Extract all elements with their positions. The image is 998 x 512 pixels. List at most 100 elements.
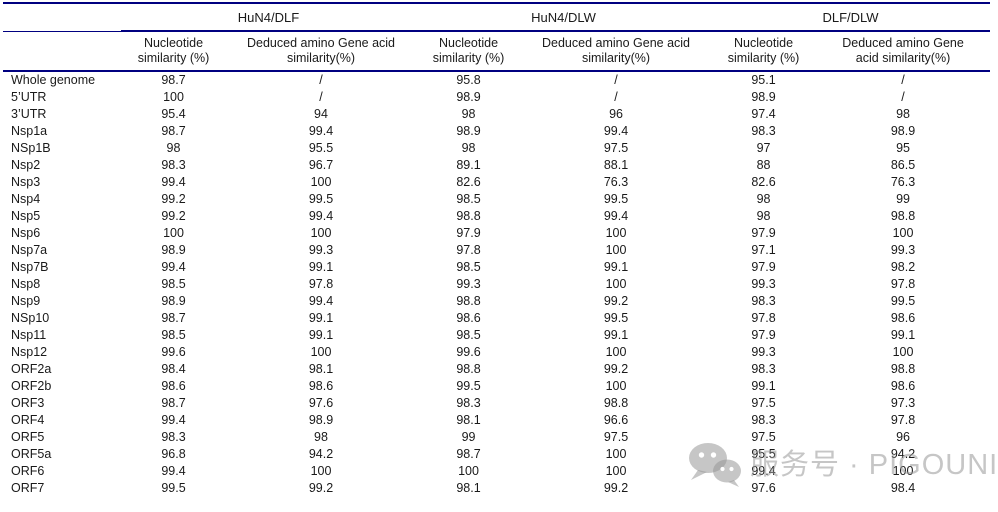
cell-value: 98.9 bbox=[890, 124, 916, 138]
cell-value: 95.5 bbox=[751, 447, 776, 461]
table-row: ORF2b 98.6 98.6 99.5 100 99.1 98.6 bbox=[3, 378, 990, 395]
cell-value: 98.1 bbox=[456, 413, 481, 427]
row-label: ORF7 bbox=[11, 481, 45, 495]
cell-value: 99.5 bbox=[603, 192, 629, 206]
cell-value: 97.5 bbox=[603, 141, 629, 155]
table-row: Nsp7B 99.4 99.1 98.5 99.1 97.9 98.2 bbox=[3, 259, 990, 276]
cell-value: 99.1 bbox=[308, 260, 334, 274]
cell-value: 100 bbox=[892, 345, 914, 359]
column-header: Deduced amino Gene acid similarity(%) bbox=[226, 31, 417, 72]
cell-value: 99.4 bbox=[603, 209, 629, 223]
cell-value: 98 bbox=[461, 141, 476, 155]
cell-value: 100 bbox=[605, 226, 627, 240]
group-header-row: HuN4/DLF HuN4/DLW DLF/DLW bbox=[3, 2, 991, 32]
cell-value: 98.9 bbox=[161, 243, 186, 257]
cell-value: 99.4 bbox=[751, 464, 776, 478]
cell-value: 98.9 bbox=[751, 90, 776, 104]
table-row: Nsp8 98.5 97.8 99.3 100 99.3 97.8 bbox=[3, 276, 990, 293]
cell-value: 99.4 bbox=[308, 209, 334, 223]
cell-value: 98.7 bbox=[161, 396, 186, 410]
cell-value: 88 bbox=[756, 158, 771, 172]
cell-value: 98.7 bbox=[161, 124, 186, 138]
cell-value: 98.6 bbox=[161, 379, 186, 393]
cell-value: / bbox=[901, 90, 905, 104]
cell-value: 97.3 bbox=[890, 396, 916, 410]
table-row: ORF7 99.5 99.2 98.1 99.2 97.6 98.4 bbox=[3, 480, 990, 497]
cell-value: 100 bbox=[892, 464, 914, 478]
cell-value: 98.7 bbox=[161, 73, 186, 87]
cell-value: 95.8 bbox=[456, 73, 481, 87]
cell-value: 100 bbox=[605, 277, 627, 291]
cell-value: 98.9 bbox=[161, 294, 186, 308]
cell-value: 94 bbox=[314, 107, 328, 121]
cell-value: 99.6 bbox=[161, 345, 186, 359]
table-row: Nsp11 98.5 99.1 98.5 99.1 97.9 99.1 bbox=[3, 327, 990, 344]
cell-value: 97.5 bbox=[751, 396, 776, 410]
cell-value: 99.3 bbox=[308, 243, 334, 257]
row-label: Nsp1a bbox=[11, 124, 48, 138]
cell-value: 98.6 bbox=[308, 379, 334, 393]
row-label: Nsp3 bbox=[11, 175, 41, 189]
table-row: Nsp5 99.2 99.4 98.8 99.4 98 98.8 bbox=[3, 208, 990, 225]
cell-value: 99.5 bbox=[308, 192, 334, 206]
cell-value: 99.4 bbox=[161, 260, 186, 274]
cell-value: 98.6 bbox=[456, 311, 481, 325]
cell-value: 98.1 bbox=[308, 362, 334, 376]
row-label: ORF5a bbox=[11, 447, 52, 461]
cell-value: 99.2 bbox=[161, 209, 186, 223]
cell-value: 100 bbox=[310, 464, 332, 478]
cell-value: 97.9 bbox=[751, 328, 776, 342]
cell-value: 97.8 bbox=[456, 243, 481, 257]
row-label: ORF4 bbox=[11, 413, 45, 427]
cell-value: 82.6 bbox=[456, 175, 481, 189]
cell-value: 100 bbox=[163, 226, 184, 240]
cell-value: 100 bbox=[310, 175, 332, 189]
cell-value: 98.8 bbox=[456, 209, 481, 223]
cell-value: 99.4 bbox=[308, 124, 334, 138]
cell-value: / bbox=[614, 73, 618, 87]
row-label: Nsp2 bbox=[11, 158, 41, 172]
cell-value: 100 bbox=[605, 447, 627, 461]
column-header: Nucleotide similarity (%) bbox=[711, 31, 817, 72]
cell-value: 98.8 bbox=[890, 362, 916, 376]
cell-value: 97.8 bbox=[751, 311, 776, 325]
cell-value: 95.4 bbox=[161, 107, 186, 121]
cell-value: 95.5 bbox=[308, 141, 334, 155]
cell-value: 97.5 bbox=[603, 430, 629, 444]
cell-value: 98.9 bbox=[308, 413, 334, 427]
cell-value: 100 bbox=[892, 226, 914, 240]
cell-value: 99.4 bbox=[161, 413, 186, 427]
cell-value: 99.5 bbox=[890, 294, 916, 308]
group-header: DLF/DLW bbox=[711, 2, 991, 32]
cell-value: 98 bbox=[314, 430, 328, 444]
cell-value: 99.4 bbox=[308, 294, 334, 308]
cell-value: 97.5 bbox=[751, 430, 776, 444]
row-label: Nsp9 bbox=[11, 294, 41, 308]
row-label: Nsp5 bbox=[11, 209, 41, 223]
row-label: 3’UTR bbox=[11, 107, 47, 121]
cell-value: 98.6 bbox=[890, 311, 916, 325]
table-row: NSp1B 98 95.5 98 97.5 97 95 bbox=[3, 140, 990, 157]
cell-value: 98.3 bbox=[751, 362, 776, 376]
cell-value: 99.4 bbox=[161, 175, 186, 189]
cell-value: 98.9 bbox=[456, 124, 481, 138]
cell-value: 97.9 bbox=[456, 226, 481, 240]
cell-value: 98.7 bbox=[161, 311, 186, 325]
cell-value: 88.1 bbox=[603, 158, 629, 172]
table-row: Nsp9 98.9 99.4 98.8 99.2 98.3 99.5 bbox=[3, 293, 990, 310]
cell-value: 82.6 bbox=[751, 175, 776, 189]
cell-value: 100 bbox=[605, 243, 627, 257]
cell-value: 99.2 bbox=[603, 294, 629, 308]
row-label: NSp1B bbox=[11, 141, 51, 155]
cell-value: 100 bbox=[310, 345, 332, 359]
row-label: Nsp4 bbox=[11, 192, 41, 206]
cell-value: 98.6 bbox=[890, 379, 916, 393]
cell-value: 97.4 bbox=[751, 107, 776, 121]
stub-header-2 bbox=[3, 31, 121, 72]
cell-value: 97.8 bbox=[308, 277, 334, 291]
cell-value: 98.7 bbox=[456, 447, 481, 461]
column-header-row: Nucleotide similarity (%) Deduced amino G… bbox=[3, 31, 991, 72]
cell-value: 95.1 bbox=[751, 73, 776, 87]
cell-value: 100 bbox=[458, 464, 479, 478]
